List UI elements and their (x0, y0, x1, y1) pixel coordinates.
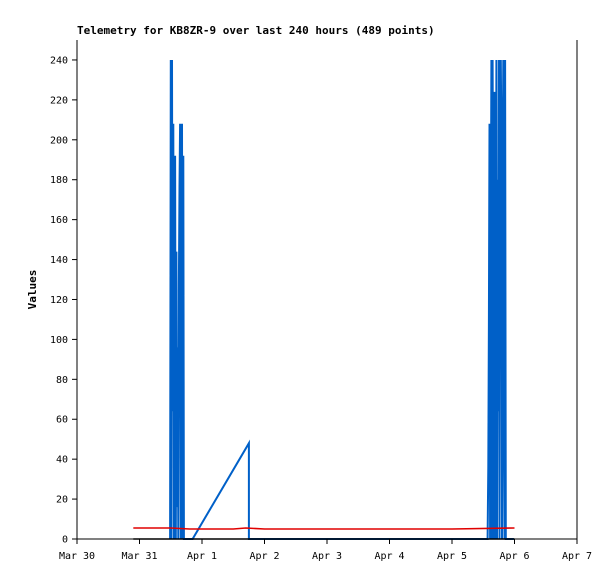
y-tick-label: 140 (50, 255, 68, 266)
chart-title: Telemetry for KB8ZR-9 over last 240 hour… (77, 24, 435, 37)
series-line-2 (133, 527, 515, 530)
y-tick-label: 0 (62, 535, 68, 546)
x-tick-label: Apr 6 (499, 551, 529, 562)
x-tick-label: Apr 7 (562, 551, 592, 562)
y-tick-label: 40 (56, 455, 68, 466)
y-tick-label: 220 (50, 95, 68, 106)
x-tick-label: Mar 31 (121, 551, 157, 562)
axes-layer (72, 40, 578, 544)
x-tick-label: Apr 1 (187, 551, 217, 562)
y-tick-label: 120 (50, 295, 68, 306)
labels-layer: 0 20 40 60 80 100 120 140 160 180 200 220 240 Mar 30 M… (26, 55, 592, 562)
y-tick-label: 160 (50, 215, 68, 226)
series-line-1 (169, 59, 514, 540)
y-tick-label: 200 (50, 135, 68, 146)
y-tick-label: 20 (56, 495, 68, 506)
y-tick-label: 80 (56, 375, 68, 386)
y-tick-label: 60 (56, 415, 68, 426)
y-tick-label: 240 (50, 55, 68, 66)
y-tick-label: 100 (50, 335, 68, 346)
x-tick-label: Apr 5 (437, 551, 467, 562)
x-tick-label: Apr 4 (374, 551, 404, 562)
y-tick-label: 180 (50, 175, 68, 186)
series-layer (133, 59, 515, 540)
y-axis-title: Values (26, 270, 39, 310)
x-tick-label: Mar 30 (59, 551, 95, 562)
x-tick-label: Apr 3 (312, 551, 342, 562)
x-tick-label: Apr 2 (249, 551, 279, 562)
